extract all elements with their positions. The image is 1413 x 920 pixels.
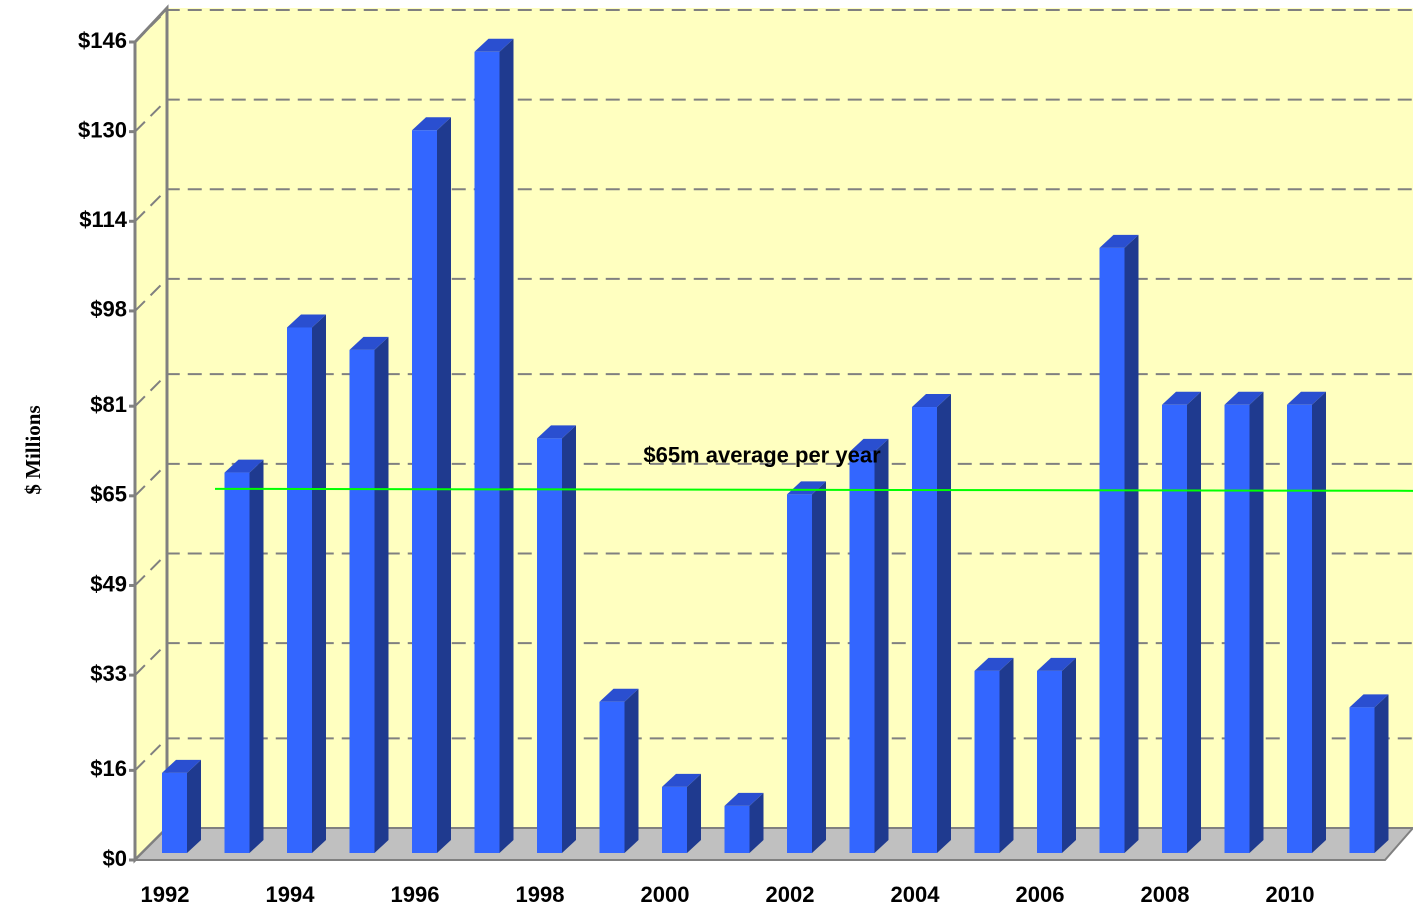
bar-side [1312,391,1326,853]
bar-side [312,314,326,853]
bar-side [749,792,764,853]
bar-top [599,688,639,702]
y-tick-label: $98 [90,297,127,322]
x-tick-label: 1998 [516,882,565,907]
bar-side [687,773,701,853]
bar-top [1224,391,1264,405]
bar-side [1062,657,1076,853]
bar-top [412,117,451,131]
bar-side [1124,234,1139,853]
y-tick-label: $81 [90,392,127,417]
bar-top [787,481,826,495]
y-tick-label: $146 [78,28,127,53]
bar [662,786,687,853]
bar [474,51,500,853]
bar-top [474,38,514,52]
bars [162,38,1389,853]
bar [849,451,875,853]
bar [1349,707,1375,853]
x-tick-label: 2000 [641,882,690,907]
bar-side [624,688,639,853]
bar [1099,247,1125,853]
grid [134,9,1413,772]
bar-side [562,425,576,853]
y-axis-title: $ Millions [21,405,45,494]
bar-top [849,438,889,452]
bar-top [912,394,951,408]
bar [974,670,1000,853]
bar-side [437,117,451,853]
bar-side [374,336,389,853]
bar-side [812,481,826,853]
grid-line [134,98,1413,133]
bar [1287,404,1312,853]
x-tick-label: 2008 [1141,882,1190,907]
bar-side [1187,391,1201,853]
bar-side [1374,694,1389,853]
bar-top [724,792,764,806]
x-tick-label: 1996 [391,882,440,907]
grid-line [134,277,1413,312]
bar-top [537,425,576,439]
bar-top [287,314,326,328]
grid-line [134,642,1413,676]
bar-top [1349,694,1389,708]
y-tick-label: $130 [78,117,127,142]
bar [724,805,750,853]
grid-line [134,462,1413,497]
bar [1037,670,1062,853]
bar [1162,404,1187,853]
bar-top [974,657,1014,671]
y-tick-label: $0 [103,846,127,871]
bar [224,472,250,853]
bar [599,701,625,853]
x-tick-label: 2004 [891,882,941,907]
y-tick-label: $49 [90,571,127,596]
bar-top [1287,391,1326,405]
bar [349,349,375,853]
bar-top [1037,657,1076,671]
x-tick-label: 2010 [1266,882,1315,907]
x-tick-label: 1992 [141,882,190,907]
x-tick-label: 1994 [266,882,316,907]
bar [787,494,812,853]
bar [537,438,562,853]
bar-side [1249,391,1264,853]
bar [162,772,187,853]
bar [287,327,312,853]
bar-side [999,657,1014,853]
side-wall [133,4,169,864]
x-tick-label: 2006 [1016,882,1065,907]
grid-line [134,737,1413,772]
bar [912,407,937,853]
grid-line [134,9,1413,43]
bar-top [1162,391,1201,405]
bar [1224,404,1250,853]
bar [412,130,437,853]
y-tick-label: $114 [79,207,127,232]
y-tick-label: $16 [90,756,127,781]
x-tick-label: 2002 [766,882,815,907]
bar-side [874,438,889,853]
bar-top [162,759,201,773]
grid-line [134,552,1413,587]
bar-side [937,394,951,853]
y-tick-label: $65 [90,482,127,507]
bar-top [224,459,264,473]
bar-top [662,773,701,787]
grid-line [134,188,1413,222]
floor [132,827,1413,861]
bar-top [1099,234,1139,248]
annotation: $65m average per year [643,443,881,468]
bar-side [499,38,514,853]
bar-side [249,459,264,853]
bar-top [349,336,389,350]
grid-line [134,373,1413,407]
average-line [214,487,1413,492]
y-tick-label: $33 [90,661,127,686]
bar-side [187,759,201,853]
